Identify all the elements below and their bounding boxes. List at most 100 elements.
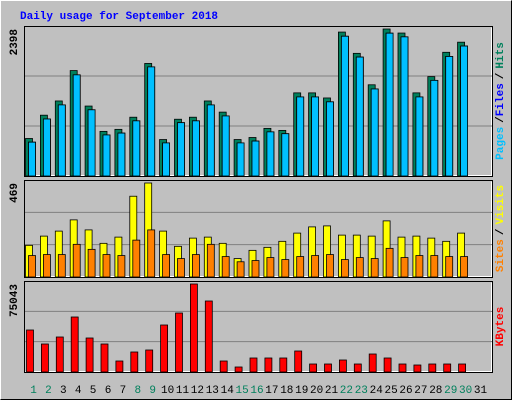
bar (428, 363, 437, 373)
bar (400, 257, 409, 278)
bar (43, 118, 51, 177)
bar (130, 351, 139, 373)
bar (204, 300, 213, 373)
y-tick-label: 2398 (9, 29, 21, 56)
bar (234, 366, 243, 373)
x-tick-label: 28 (429, 385, 442, 397)
bar (294, 350, 303, 373)
bar (162, 142, 171, 177)
bar (57, 104, 66, 177)
bar (177, 258, 185, 278)
legend-entry: Files (495, 83, 507, 116)
bar (443, 363, 452, 373)
bar (160, 324, 169, 373)
x-tick-label: 2 (45, 385, 52, 397)
x-tick-label: 31 (474, 385, 488, 397)
x-tick-label: 1 (30, 385, 37, 397)
bar (162, 254, 171, 278)
bar (353, 363, 362, 373)
bar (28, 255, 36, 278)
bar (296, 256, 305, 278)
bar (385, 247, 394, 278)
bar (264, 357, 273, 373)
x-tick-label: 4 (75, 385, 82, 397)
bar (355, 56, 364, 177)
y-tick-label: 75043 (9, 284, 21, 317)
bar (41, 343, 49, 373)
x-tick-label: 10 (161, 385, 174, 397)
x-tick-label: 29 (444, 385, 457, 397)
bar (85, 337, 94, 373)
bar (326, 101, 334, 177)
bar (87, 248, 96, 278)
bar (370, 88, 379, 177)
x-tick-label: 13 (206, 385, 219, 397)
bar (251, 260, 260, 278)
bar (309, 363, 318, 373)
bar (385, 32, 394, 177)
bar (236, 261, 245, 278)
panel (24, 281, 493, 373)
bar (445, 56, 454, 177)
y-tick-label: 469 (9, 183, 21, 203)
x-tick-label: 16 (250, 385, 263, 397)
legend-entry: Sites (495, 239, 507, 272)
legend-entry: Pages (495, 127, 507, 160)
x-tick-label: 7 (120, 385, 127, 397)
legend-separator: / (495, 72, 507, 79)
bar (175, 312, 183, 373)
bar (338, 359, 347, 373)
bar (415, 255, 424, 278)
x-tick-label: 8 (134, 385, 141, 397)
bar (445, 256, 454, 278)
x-tick-label: 5 (90, 385, 97, 397)
bar (219, 360, 228, 373)
bar (279, 357, 288, 373)
bar (413, 364, 422, 373)
bar (26, 329, 34, 373)
bar (296, 96, 305, 177)
x-tick-label: 17 (265, 385, 278, 397)
bar (191, 120, 200, 177)
bar (191, 254, 200, 278)
x-tick-label: 3 (60, 385, 67, 397)
legend: Pages/Files/Hits (495, 42, 507, 160)
bar (55, 336, 64, 373)
x-tick-label: 9 (149, 385, 156, 397)
x-tick-label: 20 (310, 385, 323, 397)
bar (57, 254, 66, 278)
bar (177, 122, 185, 177)
bar (326, 254, 334, 278)
bar (281, 259, 290, 278)
x-tick-label: 26 (399, 385, 412, 397)
x-tick-label: 30 (459, 385, 472, 397)
bar (206, 243, 215, 278)
bar (72, 243, 81, 278)
bar (70, 316, 79, 373)
x-tick-label: 12 (191, 385, 204, 397)
legend-entry: KBytes (495, 307, 507, 347)
bar (368, 353, 377, 373)
bar (460, 45, 469, 177)
bar (102, 254, 111, 278)
bar (221, 256, 230, 278)
bar (87, 109, 96, 177)
x-tick-label: 24 (370, 385, 384, 397)
bar (189, 283, 198, 373)
bar (102, 134, 111, 177)
bar (415, 96, 424, 177)
bar (370, 258, 379, 278)
x-tick-label: 18 (280, 385, 293, 397)
bar (458, 363, 467, 373)
x-tick-label: 11 (176, 385, 190, 397)
bar (281, 133, 290, 177)
bar (115, 360, 124, 373)
bar (324, 363, 332, 373)
legend: KBytes (495, 307, 507, 347)
legend-entry: Hits (495, 42, 507, 68)
bar (430, 255, 439, 278)
bar (72, 74, 81, 177)
bar (355, 257, 364, 278)
bar (147, 229, 156, 278)
